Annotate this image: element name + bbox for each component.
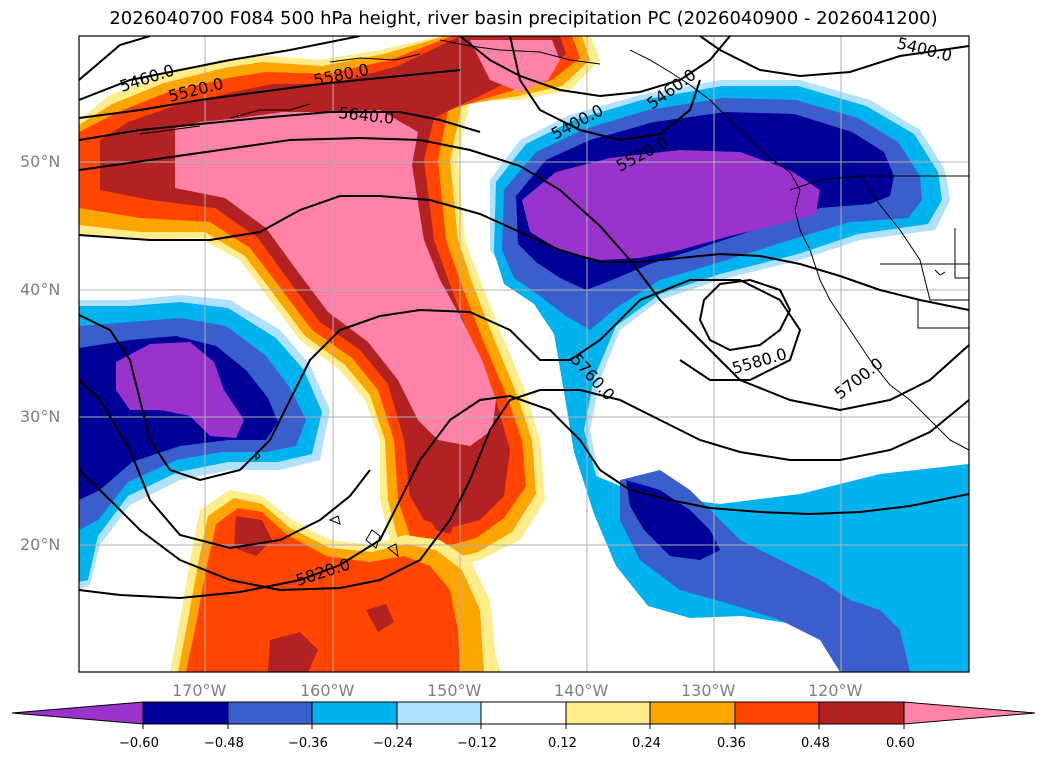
colorbar-segment bbox=[649, 701, 736, 725]
lon-label-130w: 130°W bbox=[681, 681, 736, 700]
lon-label-170w: 170°W bbox=[172, 681, 227, 700]
lon-label-140w: 140°W bbox=[554, 681, 609, 700]
colorbar-segment bbox=[396, 701, 482, 725]
colorbar-tick: 0.60 bbox=[886, 736, 915, 751]
colorbar-segment bbox=[565, 701, 651, 725]
colorbar-tick: 0.12 bbox=[548, 736, 577, 751]
colorbar-tick: −0.24 bbox=[373, 736, 413, 751]
lat-label-40n: 40°N bbox=[20, 280, 61, 299]
colorbar-tick: −0.48 bbox=[204, 736, 244, 751]
coastlines bbox=[139, 39, 969, 558]
lon-label-150w: 150°W bbox=[427, 681, 482, 700]
colorbar-tick: 0.36 bbox=[717, 736, 746, 751]
lon-label-120w: 120°W bbox=[808, 681, 863, 700]
colorbar-segment bbox=[311, 701, 398, 725]
positive-anomaly-south bbox=[170, 490, 500, 672]
lat-label-20n: 20°N bbox=[20, 535, 61, 554]
colorbar-segment bbox=[818, 701, 905, 725]
colorbar bbox=[11, 701, 1036, 729]
map-title: 2026040700 F084 500 hPa height, river ba… bbox=[109, 8, 938, 29]
lon-label-160w: 160°W bbox=[300, 681, 355, 700]
map-frame bbox=[78, 35, 970, 673]
map-panel: 5460.0 5520.0 5580.0 5640.0 5400.0 5520.… bbox=[79, 36, 969, 672]
lat-label-50n: 50°N bbox=[20, 152, 61, 171]
colorbar-segment bbox=[227, 701, 313, 725]
colorbar-tick: −0.12 bbox=[457, 736, 497, 751]
colorbar-tick: 0.24 bbox=[632, 736, 661, 751]
lat-label-30n: 30°N bbox=[20, 407, 61, 426]
colorbar-tick: −0.36 bbox=[288, 736, 328, 751]
negative-anomaly-east bbox=[490, 80, 969, 672]
colorbar-segment bbox=[734, 701, 820, 725]
colorbar-segment bbox=[480, 701, 567, 725]
colorbar-extend-max bbox=[903, 701, 1036, 725]
colorbar-tick: −0.60 bbox=[119, 736, 159, 751]
colorbar-tick: 0.48 bbox=[801, 736, 830, 751]
colorbar-segment bbox=[142, 701, 229, 725]
colorbar-extend-min bbox=[11, 701, 144, 725]
height-contours bbox=[79, 36, 969, 600]
